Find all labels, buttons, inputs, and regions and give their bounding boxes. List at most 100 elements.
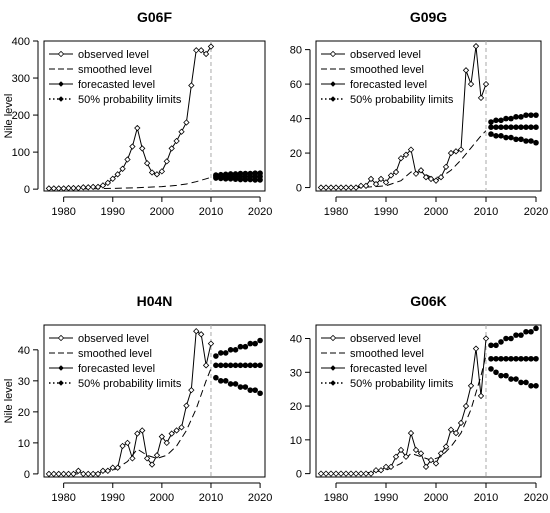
observed-point: [437, 174, 445, 181]
chart-title: G06K: [410, 293, 447, 309]
observed-point: [422, 463, 430, 471]
plot-frame: [315, 40, 542, 192]
chart-panel-4: G06K 0 10 20 30 40 1980 1990 2000 2010 2020 observe…: [290, 293, 548, 504]
observed-point: [129, 455, 136, 462]
lower-limit-point: [222, 378, 229, 384]
observed-point: [178, 424, 185, 431]
observed-point: [327, 470, 335, 477]
observed-point: [387, 463, 395, 471]
legend-item: observed level: [49, 49, 149, 61]
legend: observed level smoothed level forecasted l…: [321, 49, 454, 106]
y-tick-label: 30: [18, 376, 30, 388]
legend-swatch-marker: [329, 334, 337, 342]
observed-point: [202, 50, 210, 58]
observed-point: [432, 460, 440, 467]
x-tick-label: 1980: [51, 492, 75, 504]
legend-label: forecasted level: [350, 79, 427, 91]
observed-point: [94, 183, 102, 191]
y-tick-label: 200: [12, 110, 30, 122]
observed-point: [202, 362, 210, 369]
observed-point: [70, 184, 77, 192]
chart-panel-2: G09G 0 20 40 60 80 1980 1990 2000 2010 2020 observe…: [290, 9, 548, 218]
forecast-point: [528, 355, 534, 362]
legend-label: smoothed level: [350, 348, 424, 360]
observed-point: [99, 467, 107, 474]
observed-point: [197, 331, 205, 338]
x-tick-label: 1990: [374, 206, 398, 218]
forecast-point: [513, 355, 519, 362]
legend: observed level smoothed level forecasted l…: [321, 333, 454, 390]
upper-limit-point: [232, 347, 239, 353]
forecast-point: [503, 124, 509, 131]
observed-point: [472, 345, 480, 352]
observed-point: [50, 470, 57, 478]
legend-label: 50% probability limits: [350, 378, 454, 390]
observed-point: [85, 184, 92, 191]
observed-point: [188, 82, 195, 89]
observed-point: [347, 184, 355, 191]
upper-limit-point: [498, 117, 504, 124]
observed-point: [119, 442, 126, 450]
observed-point: [99, 182, 107, 189]
legend-swatch-marker: [58, 96, 64, 102]
y-axis-label: Nile level: [3, 379, 15, 424]
observed-point: [114, 171, 121, 178]
legend-item: observed level: [321, 333, 421, 345]
lower-limit-point: [242, 176, 249, 183]
x-tick-label: 2010: [199, 206, 223, 218]
observed-point: [427, 456, 435, 464]
observed-point: [337, 470, 345, 477]
observed-point: [382, 463, 390, 471]
observed-point: [65, 184, 72, 192]
observed-point: [143, 455, 151, 462]
legend-item: 50% probability limits: [49, 378, 182, 390]
upper-limit-point: [237, 343, 244, 350]
upper-limit-point: [518, 114, 524, 120]
y-tick-label: 40: [18, 345, 30, 357]
upper-limit-point: [508, 115, 514, 122]
x-tick-label: 2000: [424, 492, 448, 504]
upper-limit-point: [257, 170, 263, 177]
observed-point: [94, 470, 102, 478]
observed-point: [193, 47, 200, 54]
legend-label: forecasted level: [78, 363, 155, 375]
x-tick-label: 2020: [248, 492, 272, 504]
observed-point: [55, 470, 62, 478]
legend-item: forecasted level: [321, 79, 427, 91]
observed-point: [119, 165, 126, 172]
lower-limit-point: [222, 175, 229, 182]
lower-limit-point: [247, 176, 254, 183]
legend: observed level smoothed level forecasted l…: [49, 333, 182, 390]
observed-point: [45, 470, 53, 478]
lower-limit-point: [523, 138, 529, 144]
y-tick-label: 10: [290, 435, 302, 447]
observed-point: [362, 470, 370, 477]
observed-point: [80, 470, 87, 478]
legend-swatch-marker: [330, 380, 336, 386]
y-tick-label: 0: [24, 184, 30, 196]
x-tick-label: 1980: [324, 492, 348, 504]
forecast-point: [498, 124, 504, 131]
observed-point: [437, 450, 445, 457]
observed-point: [153, 452, 161, 459]
legend-label: observed level: [78, 333, 149, 345]
chart-panel-1: G06F 0 100 200 300 400 1980 1990 2000 2010 2020 Nil…: [3, 9, 272, 218]
forecast-point: [252, 362, 258, 369]
lower-limit-point: [518, 136, 524, 143]
lower-limit-point: [498, 133, 504, 139]
observed-point: [143, 160, 151, 167]
observed-point: [367, 470, 375, 477]
forecast-point: [213, 362, 219, 369]
observed-point: [168, 430, 175, 437]
y-tick-label: 100: [12, 147, 30, 159]
forecast-point: [237, 362, 244, 369]
observed-point: [342, 184, 350, 191]
lower-limit-point: [528, 383, 534, 389]
observed-point: [139, 145, 146, 152]
legend-item: forecasted level: [49, 79, 155, 91]
upper-limit-point: [498, 339, 504, 345]
observed-point: [467, 382, 475, 389]
y-tick-label: 400: [12, 36, 30, 48]
observed-point: [412, 170, 420, 177]
x-tick-label: 2020: [524, 492, 548, 504]
